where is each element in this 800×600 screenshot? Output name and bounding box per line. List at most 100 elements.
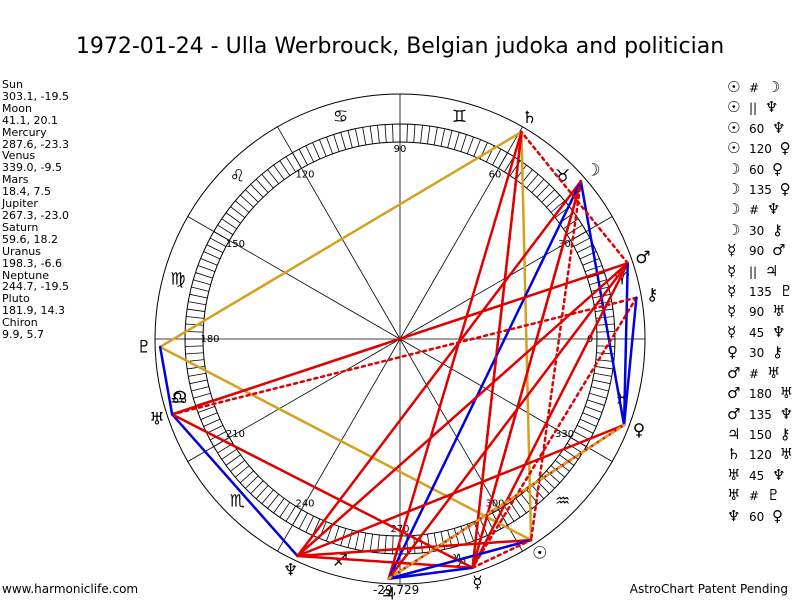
degree-tick	[369, 534, 373, 552]
planet-coords-mercury: 287.6, -23.3	[2, 137, 69, 151]
aspect-row: ♄ 120 ♅	[727, 445, 793, 465]
sign-divider-line	[399, 126, 523, 340]
degree-tick	[197, 265, 216, 272]
chiron-icon: ⚷	[767, 220, 784, 239]
mars-icon: ♂	[727, 404, 741, 423]
aspect-line	[296, 179, 583, 558]
degree-tick	[596, 331, 615, 333]
degree-tick	[245, 475, 259, 489]
degree-tick	[413, 124, 416, 143]
degree-tick	[504, 505, 515, 522]
degree-tick	[261, 489, 274, 504]
aspect-angle: 135	[749, 285, 772, 300]
aspect-angle: 45	[749, 325, 765, 340]
planet-coords-mars: 18.4, 7.5	[2, 185, 51, 199]
moon-icon: ☽	[762, 78, 781, 96]
aspect-angle: 90	[749, 305, 765, 320]
aspect-row: ☉ # ☽	[727, 78, 793, 98]
degree-tick	[587, 399, 605, 406]
degree-tick	[261, 174, 274, 189]
degree-tick	[593, 372, 612, 377]
degree-tick	[460, 526, 467, 544]
saturn-icon: ♄	[522, 108, 537, 128]
degree-tick	[186, 316, 205, 319]
degree-tick	[427, 534, 431, 552]
degree-label: 330	[555, 429, 574, 440]
degree-tick	[267, 493, 280, 509]
sun-icon: ☉	[532, 543, 547, 563]
aspect-angle: 60	[749, 121, 765, 136]
degree-tick	[195, 272, 213, 279]
degree-tick	[239, 194, 254, 208]
degree-tick	[239, 470, 254, 484]
degree-tick	[191, 286, 209, 292]
degree-tick	[221, 218, 237, 230]
degree-tick	[250, 184, 264, 198]
planet-coords-sun: 303.1, -19.5	[2, 89, 69, 103]
degree-tick	[576, 244, 594, 254]
degree-tick	[589, 392, 607, 399]
degree-tick	[312, 142, 321, 160]
degree-tick	[273, 164, 285, 180]
degree-tick	[406, 124, 408, 143]
pluto-icon: ♇	[137, 337, 152, 357]
neptune-icon: ♆	[767, 322, 786, 341]
sign-divider-line	[277, 126, 401, 340]
planet-name-sun: Sun	[2, 78, 23, 91]
degree-tick	[193, 392, 211, 399]
aspect-row: ♃ 150 ⚷	[727, 425, 793, 445]
degree-tick	[440, 128, 446, 147]
degree-tick	[467, 136, 474, 155]
degree-tick	[193, 279, 211, 286]
mars-icon: ♂	[727, 384, 741, 403]
degree-tick	[298, 512, 308, 530]
degree-tick	[492, 148, 502, 166]
degree-tick	[531, 178, 545, 193]
aspect-line	[387, 130, 523, 580]
aspect-row: ☿ 45 ♆	[727, 323, 793, 343]
degree-tick	[347, 530, 353, 548]
pluto-icon: ♇	[774, 282, 794, 301]
degree-tick	[420, 125, 423, 144]
degree-tick	[433, 127, 438, 146]
degree-tick	[566, 443, 583, 454]
planet-coords-chiron: 9.9, 5.7	[2, 328, 44, 342]
degree-tick	[230, 459, 246, 472]
zodiac-sign-icon: ♊	[452, 107, 467, 127]
pluto-icon: ♇	[762, 486, 781, 505]
aspect-row: ♆ 60 ♀	[727, 507, 793, 527]
moon-icon: ☽	[727, 200, 741, 219]
degree-tick	[591, 386, 609, 392]
aspect-angle: ||	[749, 264, 758, 279]
degree-tick	[255, 178, 269, 193]
degree-tick	[392, 535, 394, 554]
aspect-angle: 45	[749, 468, 765, 483]
degree-tick	[191, 386, 209, 392]
degree-tick	[185, 352, 204, 355]
uranus-icon: ♅	[774, 445, 794, 464]
degree-tick	[235, 200, 250, 213]
degree-tick	[582, 412, 600, 420]
degree-tick	[384, 124, 387, 143]
zodiac-sign-icon: ♋	[333, 107, 348, 127]
venus-icon: ♀	[727, 343, 738, 362]
degree-tick	[197, 406, 216, 413]
uranus-icon: ♅	[149, 409, 164, 429]
venus-icon: ♀	[633, 421, 645, 441]
chiron-icon: ⚷	[767, 343, 784, 362]
planet-name-venus: Venus	[2, 149, 36, 163]
degree-tick	[453, 132, 460, 150]
degree-tick	[559, 454, 575, 466]
sign-divider-line	[187, 338, 401, 462]
degree-tick	[206, 424, 224, 434]
saturn-icon: ♄	[727, 445, 741, 464]
aspect-line	[387, 538, 533, 580]
degree-tick	[305, 515, 315, 533]
website-link[interactable]: www.harmoniclife.com	[2, 582, 139, 596]
mercury-icon: ☿	[727, 261, 737, 280]
sun-icon: ☉	[727, 98, 741, 117]
degree-tick	[189, 293, 208, 299]
aspect-angle: 150	[749, 427, 772, 442]
degree-label: 60	[489, 169, 502, 180]
degree-tick	[298, 148, 308, 166]
